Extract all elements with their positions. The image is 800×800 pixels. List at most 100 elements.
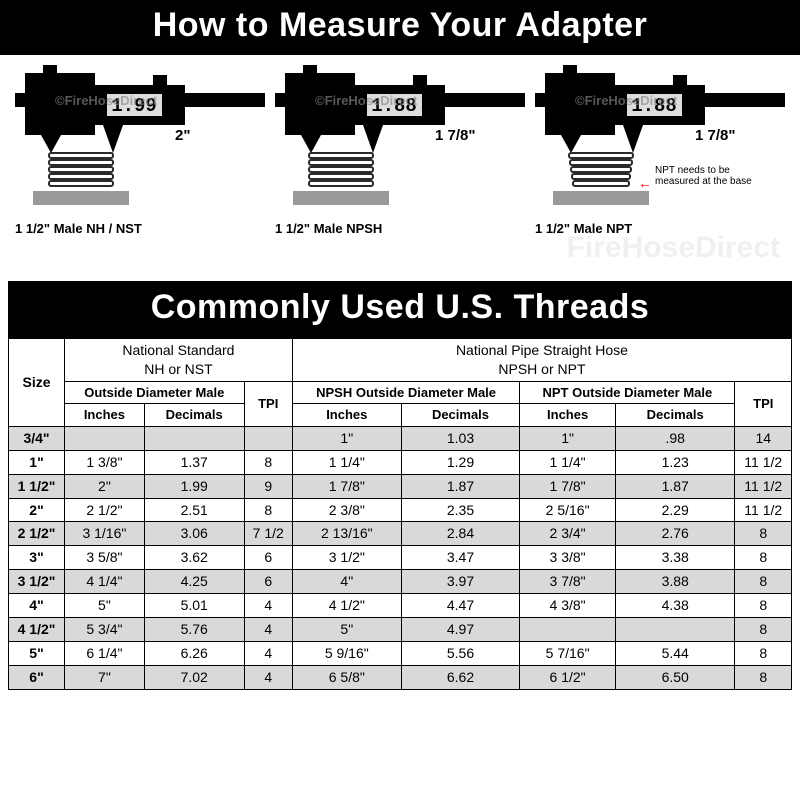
diagrams-row: 1.99 ©FireHoseDirect 2"1 1/2" Male NH / … (0, 55, 800, 241)
table-cell: 1.87 (401, 474, 520, 498)
table-cell: 6 1/4" (65, 641, 145, 665)
header-group-nh-line2: NH or NST (144, 361, 212, 377)
table-cell: 4.38 (615, 594, 735, 618)
header-npsh-decimals: Decimals (401, 404, 520, 427)
dimension-label: 1 7/8" (435, 127, 475, 144)
table-cell: 2.51 (144, 498, 244, 522)
table-cell (520, 618, 616, 642)
table-cell: 11 1/2 (735, 498, 792, 522)
table-cell: 2.76 (615, 522, 735, 546)
diagram-2: 1.88 ©FireHoseDirect 1 7/8"←NPT needs to… (535, 65, 785, 236)
title-how-to-measure: How to Measure Your Adapter (0, 0, 800, 55)
caliper-diagram: 1.88 ©FireHoseDirect 1 7/8" (275, 65, 525, 215)
table-cell: 5" (9, 641, 65, 665)
table-cell: 2.29 (615, 498, 735, 522)
diagram-0: 1.99 ©FireHoseDirect 2"1 1/2" Male NH / … (15, 65, 265, 236)
table-cell: 1.23 (615, 450, 735, 474)
header-group-np-line1: National Pipe Straight Hose (456, 342, 628, 358)
header-npt-od: NPT Outside Diameter Male (520, 381, 735, 404)
header-npsh-inches: Inches (292, 404, 401, 427)
table-cell: 6 (244, 546, 292, 570)
arrow-icon: ← (638, 175, 652, 191)
npt-measurement-note: NPT needs to be measured at the base (655, 165, 765, 187)
table-cell: 1" (520, 426, 616, 450)
table-row: 3/4"1"1.031".9814 (9, 426, 792, 450)
caliper-diagram: 1.99 ©FireHoseDirect 2" (15, 65, 265, 215)
dimension-label: 1 7/8" (695, 127, 735, 144)
table-cell: 4.25 (144, 570, 244, 594)
table-cell: 8 (735, 618, 792, 642)
table-cell: 4 (244, 665, 292, 689)
table-cell: 11 1/2 (735, 450, 792, 474)
threads-table-wrap: Size National Standard NH or NST Nationa… (0, 338, 800, 690)
table-cell: 8 (735, 522, 792, 546)
table-cell: 14 (735, 426, 792, 450)
table-cell: 4 1/2" (292, 594, 401, 618)
table-cell: 1.87 (615, 474, 735, 498)
table-cell: 4" (9, 594, 65, 618)
header-group-np-line2: NPSH or NPT (498, 361, 585, 377)
table-cell: 3 1/2" (292, 546, 401, 570)
table-row: 5"6 1/4"6.2645 9/16"5.565 7/16"5.448 (9, 641, 792, 665)
table-cell: 2 1/2" (65, 498, 145, 522)
table-cell: 3 5/8" (65, 546, 145, 570)
table-cell: 1 1/2" (9, 474, 65, 498)
table-cell: 8 (735, 665, 792, 689)
svg-text:©FireHoseDirect: ©FireHoseDirect (315, 93, 418, 108)
table-cell: 8 (735, 546, 792, 570)
table-cell: 1" (292, 426, 401, 450)
header-nh-decimals: Decimals (144, 404, 244, 427)
table-row: 2 1/2"3 1/16"3.067 1/22 13/16"2.842 3/4"… (9, 522, 792, 546)
table-cell: 5 3/4" (65, 618, 145, 642)
header-nh-tpi: TPI (244, 381, 292, 426)
table-cell: 4 (244, 641, 292, 665)
table-cell: 3/4" (9, 426, 65, 450)
table-row: 4"5"5.0144 1/2"4.474 3/8"4.388 (9, 594, 792, 618)
table-cell: 3.06 (144, 522, 244, 546)
table-cell: 3 1/2" (9, 570, 65, 594)
header-nh-od: Outside Diameter Male (65, 381, 245, 404)
table-cell (144, 426, 244, 450)
table-cell: 7 1/2 (244, 522, 292, 546)
table-cell: 7.02 (144, 665, 244, 689)
table-cell: 4 3/8" (520, 594, 616, 618)
table-cell: 1 7/8" (520, 474, 616, 498)
table-cell: 1" (9, 450, 65, 474)
table-cell: 4.97 (401, 618, 520, 642)
caliper-diagram: 1.88 ©FireHoseDirect 1 7/8"←NPT needs to… (535, 65, 785, 215)
table-cell: 8 (244, 498, 292, 522)
table-cell: 4 (244, 594, 292, 618)
table-cell: 2.84 (401, 522, 520, 546)
table-cell: 4" (292, 570, 401, 594)
table-cell: 2 1/2" (9, 522, 65, 546)
table-row: 4 1/2"5 3/4"5.7645"4.978 (9, 618, 792, 642)
table-cell: 4 (244, 618, 292, 642)
table-cell: 8 (735, 594, 792, 618)
table-cell: 2.35 (401, 498, 520, 522)
table-cell: 1.99 (144, 474, 244, 498)
table-cell: 8 (735, 641, 792, 665)
table-cell (615, 618, 735, 642)
table-cell: 8 (244, 450, 292, 474)
table-cell: 3.88 (615, 570, 735, 594)
table-cell: 3.97 (401, 570, 520, 594)
table-cell: 3 3/8" (520, 546, 616, 570)
table-cell: 1.03 (401, 426, 520, 450)
table-cell: 4.47 (401, 594, 520, 618)
header-group-nh-line1: National Standard (122, 342, 234, 358)
table-cell: 3.62 (144, 546, 244, 570)
table-cell: .98 (615, 426, 735, 450)
table-cell: 3" (9, 546, 65, 570)
table-cell: 5.44 (615, 641, 735, 665)
table-cell: 1 1/4" (292, 450, 401, 474)
table-cell: 5 7/16" (520, 641, 616, 665)
table-cell: 4 1/2" (9, 618, 65, 642)
table-cell: 6" (9, 665, 65, 689)
table-cell: 5.56 (401, 641, 520, 665)
header-size: Size (9, 339, 65, 427)
table-cell (244, 426, 292, 450)
header-npsh-od: NPSH Outside Diameter Male (292, 381, 519, 404)
table-cell: 7" (65, 665, 145, 689)
header-npt-decimals: Decimals (615, 404, 735, 427)
table-cell: 11 1/2 (735, 474, 792, 498)
